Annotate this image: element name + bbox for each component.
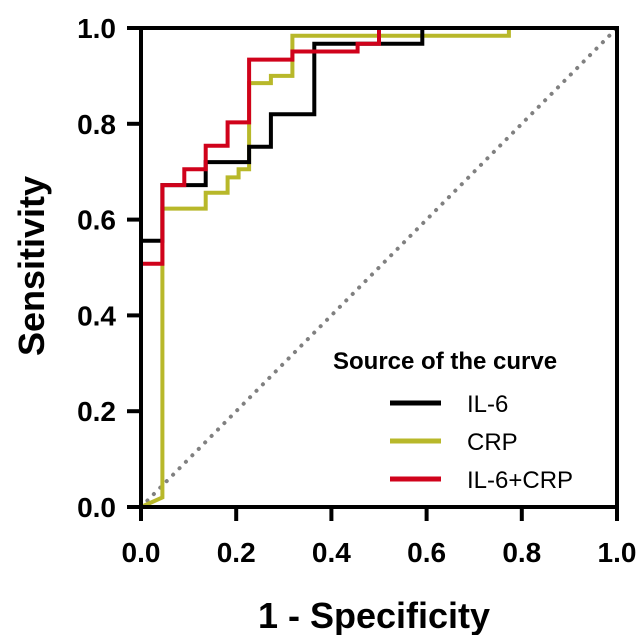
- legend-label: IL-6: [467, 391, 508, 418]
- legend-label: IL-6+CRP: [467, 467, 573, 494]
- axes-layer: [127, 26, 619, 521]
- legend-title: Source of the curve: [333, 348, 557, 375]
- y-tick-label: 1.0: [77, 13, 116, 44]
- x-tick-label: 0.0: [122, 537, 161, 568]
- y-tick-label: 0.2: [77, 396, 116, 427]
- series-layer: [139, 26, 617, 509]
- x-tick-label: 0.8: [502, 537, 541, 568]
- legend-label: CRP: [467, 429, 518, 456]
- x-axis-title: 1 - Specificity: [258, 595, 490, 635]
- y-tick-label: 0.8: [77, 109, 116, 140]
- reference-diagonal-line: [139, 26, 619, 509]
- x-tick-label: 0.4: [312, 537, 351, 568]
- y-axis-title: Sensitivity: [11, 176, 52, 356]
- series-line-crp: [140, 26, 617, 509]
- plot-frame: [139, 26, 619, 509]
- y-tick-label: 0.6: [77, 205, 116, 236]
- y-tick-label: 0.0: [77, 492, 116, 523]
- series-line-il-6-crp: [139, 26, 617, 507]
- x-tick-label: 0.2: [217, 537, 256, 568]
- x-tick-label: 0.6: [407, 537, 446, 568]
- reference-line-layer: [139, 26, 619, 509]
- legend: Source of the curve IL-6 CRP IL-6+CRP: [333, 348, 573, 494]
- y-tick-label: 0.4: [77, 300, 116, 331]
- tick-labels-layer: 0.0 0.2 0.4 0.6 0.8 1.0 0.0 0.2 0.4 0.6 0.8 1.0: [77, 13, 636, 568]
- x-tick-label: 1.0: [598, 537, 637, 568]
